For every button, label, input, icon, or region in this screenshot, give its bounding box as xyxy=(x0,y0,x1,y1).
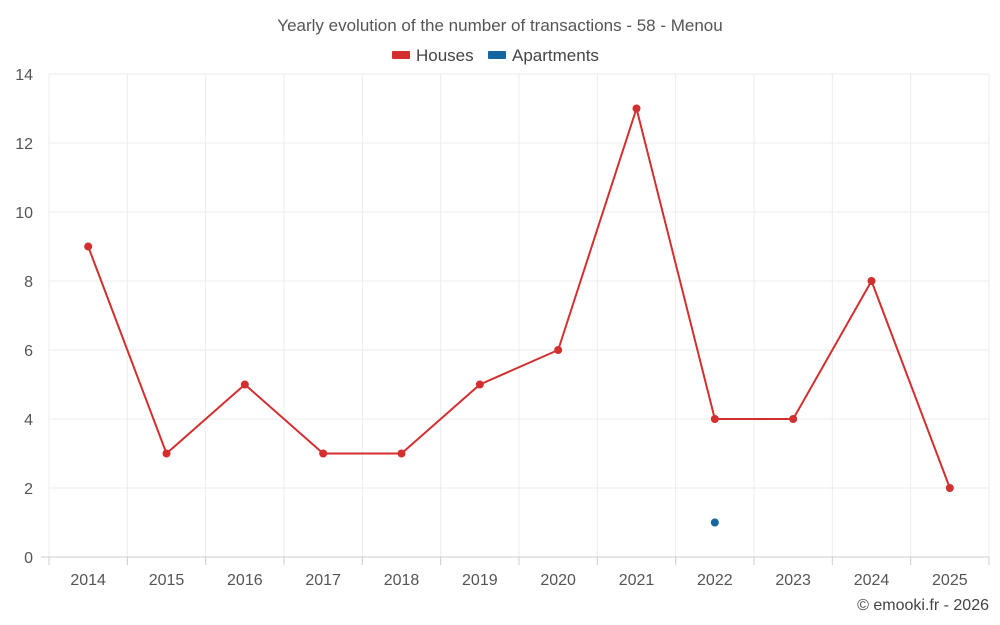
x-tick-label: 2023 xyxy=(775,572,811,589)
data-point-houses-2016[interactable] xyxy=(240,380,249,389)
x-tick-label: 2017 xyxy=(305,572,341,589)
data-point-houses-2018[interactable] xyxy=(397,449,406,458)
data-point-houses-2021[interactable] xyxy=(632,104,641,113)
x-tick-label: 2020 xyxy=(540,572,576,589)
y-axis: 0 2 4 6 8 10 12 14 xyxy=(15,67,33,567)
series-line-houses xyxy=(87,107,951,489)
x-tick-label: 2021 xyxy=(619,572,655,589)
series xyxy=(84,104,954,527)
grid xyxy=(48,73,990,557)
x-tick-label: 2022 xyxy=(697,572,733,589)
y-tick-label: 12 xyxy=(15,136,33,153)
y-tick-label: 6 xyxy=(24,343,33,360)
x-tick-label: 2018 xyxy=(384,572,420,589)
series-apartments xyxy=(710,518,719,527)
x-tick-label: 2024 xyxy=(854,572,890,589)
x-tick-label: 2014 xyxy=(70,572,106,589)
data-point-houses-2017[interactable] xyxy=(319,449,328,458)
data-point-houses-2015[interactable] xyxy=(162,449,171,458)
x-tick-label: 2019 xyxy=(462,572,498,589)
data-point-houses-2019[interactable] xyxy=(475,380,484,389)
legend-item-houses[interactable]: Houses xyxy=(392,46,474,65)
y-tick-label: 4 xyxy=(24,412,33,429)
y-tick-label: 2 xyxy=(24,481,33,498)
legend-label-apartments: Apartments xyxy=(512,46,599,65)
x-tick-label: 2025 xyxy=(932,572,968,589)
legend: Houses Apartments xyxy=(392,46,599,65)
y-tick-label: 8 xyxy=(24,274,33,291)
data-point-houses-2014[interactable] xyxy=(84,242,93,251)
data-point-houses-2024[interactable] xyxy=(867,277,876,285)
credit-text: © emooki.fr - 2026 xyxy=(857,597,989,614)
legend-swatch-houses xyxy=(392,51,410,59)
data-point-apartments-2022[interactable] xyxy=(710,518,719,527)
series-houses xyxy=(84,104,954,492)
y-tick-label: 14 xyxy=(15,67,33,84)
y-tick-label: 0 xyxy=(24,550,33,567)
legend-label-houses: Houses xyxy=(416,46,474,65)
chart-title: Yearly evolution of the number of transa… xyxy=(277,16,722,35)
data-point-houses-2025[interactable] xyxy=(945,484,954,492)
x-tick-label: 2015 xyxy=(149,572,185,589)
y-tick-label: 10 xyxy=(15,205,33,222)
legend-swatch-apartments xyxy=(488,51,506,59)
legend-item-apartments[interactable]: Apartments xyxy=(488,46,599,65)
data-point-houses-2020[interactable] xyxy=(554,346,563,354)
x-axis: 2014 2015 2016 2017 2018 2019 2020 2021 2022 2023… xyxy=(41,556,990,589)
x-tick-label: 2016 xyxy=(227,572,263,589)
data-point-houses-2023[interactable] xyxy=(789,415,798,423)
data-point-houses-2022[interactable] xyxy=(710,415,719,423)
